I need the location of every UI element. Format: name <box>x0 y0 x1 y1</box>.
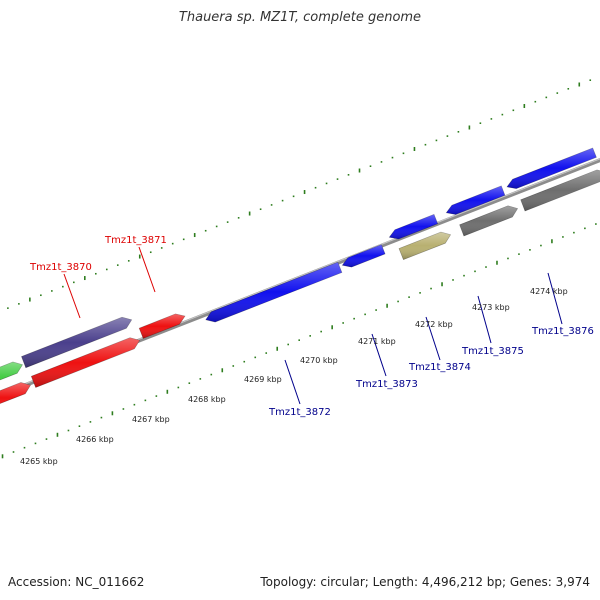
kbp-label: 4269 kbp <box>244 375 282 384</box>
gene-label-lines <box>63 246 563 405</box>
gene-feature-shading <box>507 148 597 189</box>
gene-label: Tmz1t_3874 <box>408 362 471 373</box>
gene-label-connector <box>284 359 301 405</box>
gene-label: Tmz1t_3871 <box>104 235 167 246</box>
gene-label: Tmz1t_3876 <box>531 326 594 337</box>
gene-feature-shading <box>389 214 438 239</box>
gene-feature-shading <box>446 185 505 215</box>
gene-label-connector <box>63 273 81 319</box>
gene-feature-shading <box>0 362 23 380</box>
kbp-label: 4274 kbp <box>530 287 568 296</box>
gene-labels: Tmz1t_3870 Tmz1t_3871 Tmz1t_3872 Tmz1t_3873… <box>29 235 594 418</box>
gene-label-connector <box>477 295 492 344</box>
kbp-label: 4268 kbp <box>188 395 226 404</box>
kbp-label: 4266 kbp <box>76 435 114 444</box>
gene-feature-shading <box>205 262 342 322</box>
gene-feature-shading <box>459 205 518 236</box>
gene-feature-shading <box>342 244 386 268</box>
gene-label-connector <box>425 316 441 361</box>
accession-text: Accession: NC_011662 <box>8 575 145 589</box>
gene-feature-shading <box>31 337 140 388</box>
position-labels: 4265 kbp 4266 kbp 4267 kbp 4268 kbp 4269 kbp… <box>20 287 568 466</box>
kbp-label: 4265 kbp <box>20 457 58 466</box>
gene-feature-shading <box>0 382 31 404</box>
outer-tick-marks <box>7 79 592 309</box>
gene-feature-shading <box>399 232 451 260</box>
kbp-label: 4270 kbp <box>300 356 338 365</box>
kbp-label: 4272 kbp <box>415 320 453 329</box>
gene-label: Tmz1t_3873 <box>355 379 418 390</box>
gene-label-connector <box>371 333 387 377</box>
gene-feature-shading <box>520 169 600 211</box>
inner-tick-marks <box>1 223 597 459</box>
gene-label: Tmz1t_3875 <box>461 346 524 357</box>
kbp-label: 4271 kbp <box>358 337 396 346</box>
kbp-label: 4273 kbp <box>472 303 510 312</box>
gene-label-connector <box>138 246 156 293</box>
gene-feature-shading <box>139 313 185 339</box>
map-title: Thauera sp. MZ1T, complete genome <box>178 10 422 25</box>
genome-summary-text: Topology: circular; Length: 4,496,212 bp… <box>260 575 590 589</box>
gene-label: Tmz1t_3870 <box>29 262 92 273</box>
gene-label: Tmz1t_3872 <box>268 407 331 418</box>
gene-label-connector <box>547 272 563 325</box>
gene-features <box>0 147 600 404</box>
gene-feature-shading <box>21 317 132 368</box>
kbp-label: 4267 kbp <box>132 415 170 424</box>
